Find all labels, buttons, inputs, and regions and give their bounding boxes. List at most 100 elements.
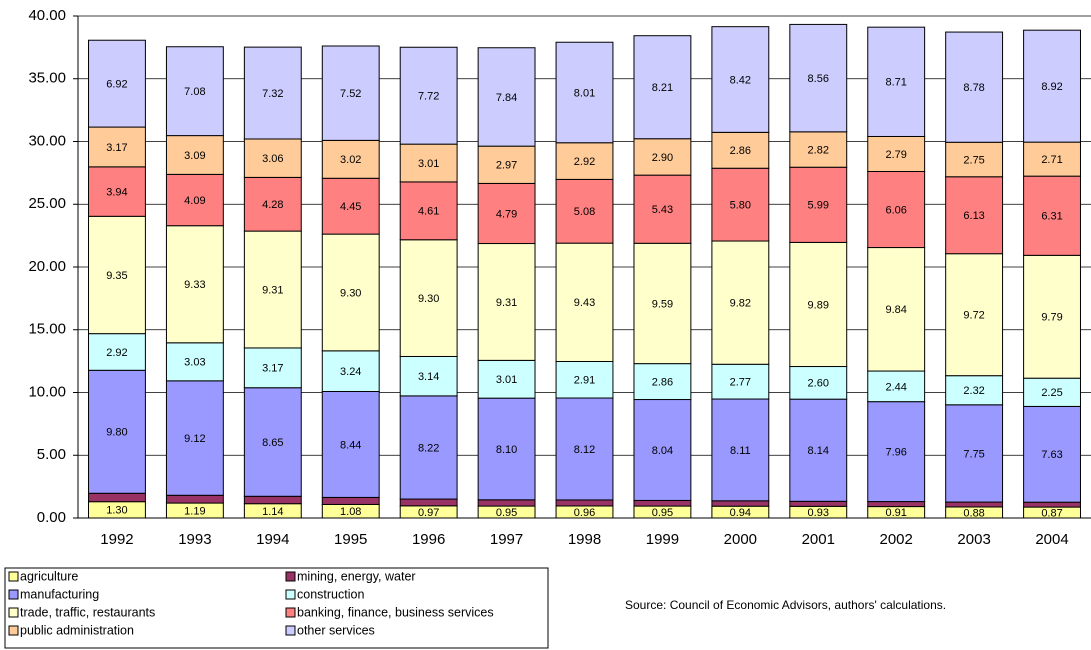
- y-tick-label: 30.00: [28, 132, 66, 149]
- bar-segment: [1023, 405, 1081, 503]
- value-label: 8.11: [730, 445, 751, 457]
- value-label: 5.08: [574, 206, 595, 218]
- bar-segment: [555, 397, 614, 501]
- bar-segment: [789, 398, 848, 502]
- value-label: 0.95: [496, 507, 517, 519]
- value-label: 1.30: [106, 505, 127, 517]
- bar-segment: [88, 166, 146, 217]
- bar-segment: [399, 181, 458, 241]
- bar-segment: [867, 170, 926, 249]
- bar-segment: [711, 398, 770, 502]
- value-label: 8.14: [808, 445, 829, 457]
- value-label: 9.89: [808, 299, 829, 311]
- bar-segment: [867, 501, 926, 508]
- bar-segment: [867, 135, 926, 172]
- value-label: 0.96: [574, 507, 595, 519]
- value-label: 4.28: [262, 199, 283, 211]
- legend-label: trade, traffic, restaurants: [20, 605, 155, 619]
- value-label: 3.01: [418, 158, 439, 170]
- value-label: 9.12: [184, 433, 205, 445]
- bar-segment: [1023, 141, 1081, 177]
- bar-segment: [555, 242, 614, 363]
- bar-segment: [477, 243, 536, 361]
- value-label: 2.86: [730, 145, 751, 157]
- bar-segment: [321, 390, 380, 498]
- value-label: 3.03: [184, 357, 205, 369]
- value-label: 8.65: [262, 437, 283, 449]
- value-label: 3.17: [106, 142, 127, 154]
- bar-segment: [867, 26, 926, 137]
- bar-segment: [789, 131, 848, 168]
- value-label: 0.91: [885, 507, 906, 519]
- value-label: 2.92: [106, 347, 127, 359]
- y-tick-label: 35.00: [28, 70, 66, 87]
- source-note: Source: Council of Economic Advisors, au…: [625, 598, 946, 612]
- value-label: 3.02: [340, 154, 361, 166]
- value-label: 1.14: [262, 506, 283, 518]
- bar-segment: [945, 253, 1004, 377]
- bar-segment: [477, 499, 536, 507]
- bar-segment: [321, 233, 380, 352]
- value-label: 2.82: [808, 144, 829, 156]
- value-label: 9.59: [652, 298, 673, 310]
- bar-segment: [945, 176, 1004, 255]
- value-label: 2.75: [963, 154, 984, 166]
- bar-segment: [88, 492, 146, 503]
- value-label: 9.82: [730, 298, 751, 310]
- value-label: 5.43: [652, 204, 673, 216]
- value-label: 2.44: [885, 381, 906, 393]
- value-label: 8.56: [808, 73, 829, 85]
- bar-segment: [789, 500, 848, 507]
- value-label: 5.99: [808, 200, 829, 212]
- value-label: 9.43: [574, 297, 595, 309]
- legend-swatch: [285, 589, 296, 600]
- x-tick-label: 1995: [334, 531, 367, 548]
- value-label: 5.80: [730, 200, 751, 212]
- value-label: 0.94: [730, 507, 751, 519]
- bar-segment: [477, 359, 536, 399]
- value-label: 4.45: [340, 201, 361, 213]
- bar-segment: [633, 399, 692, 501]
- bar-segment: [243, 176, 302, 232]
- value-label: 0.95: [652, 507, 673, 519]
- value-label: 2.97: [496, 160, 517, 172]
- bar-segment: [789, 23, 848, 133]
- bar-segment: [1023, 377, 1081, 407]
- bar-segment: [321, 496, 380, 505]
- value-label: 2.77: [730, 377, 751, 389]
- bar-segment: [711, 131, 770, 169]
- bar-segment: [555, 499, 614, 507]
- legend-swatch: [285, 571, 296, 582]
- value-label: 2.71: [1041, 154, 1062, 166]
- value-label: 0.93: [808, 507, 829, 519]
- bar-segment: [1023, 254, 1081, 379]
- bar-segment: [165, 494, 224, 504]
- value-label: 8.44: [340, 439, 361, 451]
- legend-swatch: [285, 625, 296, 636]
- bar-segment: [633, 242, 692, 365]
- value-label: 6.31: [1041, 211, 1062, 223]
- bar-segment: [165, 135, 224, 175]
- value-label: 7.08: [184, 86, 205, 98]
- legend-label: banking, finance, business services: [297, 605, 494, 619]
- value-label: 6.06: [885, 204, 906, 216]
- x-tick-label: 2001: [802, 531, 835, 548]
- y-tick-label: 25.00: [28, 195, 66, 212]
- value-label: 8.42: [730, 74, 751, 86]
- legend-label: agriculture: [20, 569, 78, 583]
- y-tick-label: 10.00: [28, 383, 66, 400]
- value-label: 2.32: [963, 385, 984, 397]
- bar-segment: [399, 239, 458, 357]
- value-label: 4.79: [496, 208, 517, 220]
- bar-segment: [477, 145, 536, 184]
- bar-segment: [711, 26, 770, 133]
- value-label: 2.25: [1041, 387, 1062, 399]
- bar-segment: [633, 138, 692, 176]
- bar-segment: [321, 177, 380, 235]
- value-label: 8.04: [652, 445, 673, 457]
- x-tick-label: 1994: [256, 531, 289, 548]
- x-tick-label: 2002: [880, 531, 913, 548]
- bar-segment: [555, 142, 614, 180]
- bar-segment: [633, 499, 692, 507]
